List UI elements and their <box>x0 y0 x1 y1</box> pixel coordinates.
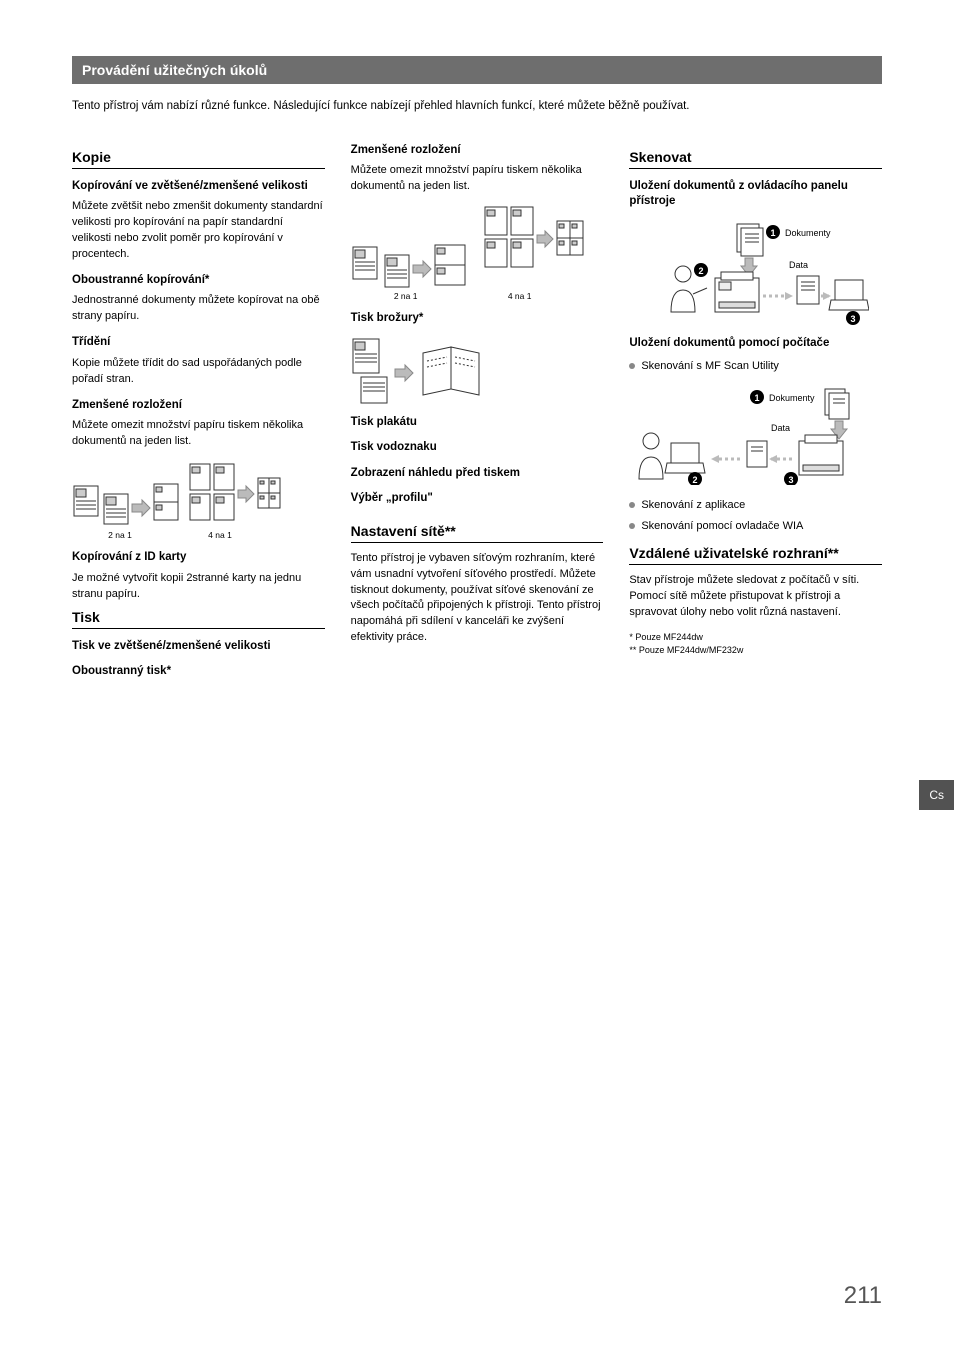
column-1: Kopie Kopírování ve zvětšené/zmenšené ve… <box>72 143 325 685</box>
footnote-1: * Pouze MF244dw <box>629 631 882 644</box>
caption-4na1-col2: 4 na 1 <box>465 291 575 301</box>
svg-text:2: 2 <box>693 475 698 485</box>
idkarty-body: Je možné vytvořit kopii 2stranné karty n… <box>72 571 325 603</box>
ulozeni-panel-title: Uložení dokumentů z ovládacího panelu př… <box>629 179 882 210</box>
bullet-wia: Skenování pomocí ovladače WIA <box>629 516 882 537</box>
content-columns: Kopie Kopírování ve zvětšené/zmenšené ve… <box>72 143 882 685</box>
oboustranne-body: Jednostranné dokumenty můžete kopírovat … <box>72 293 325 325</box>
tisk-brozury-title: Tisk brožury* <box>351 311 604 327</box>
section-header-bar: Provádění užitečných úkolů <box>72 56 882 84</box>
data-label-2: Data <box>771 423 790 433</box>
column-2: Zmenšené rozložení Můžete omezit množstv… <box>351 143 604 685</box>
zmensene-col2-body: Můžete omezit množství papíru tiskem něk… <box>351 163 604 195</box>
svg-text:3: 3 <box>789 475 794 485</box>
svg-text:3: 3 <box>851 314 856 324</box>
scan-pc-diagram: 1 Dokumenty Data 2 <box>629 385 882 485</box>
booklet-diagram <box>351 333 604 405</box>
zmensene-col1-title: Zmenšené rozložení <box>72 398 325 414</box>
vyber-profilu-title: Výběr „profilu" <box>351 491 604 507</box>
zmensene-col1-body: Můžete omezit množství papíru tiskem něk… <box>72 418 325 450</box>
vzdalene-title: Vzdálené uživatelské rozhraní** <box>629 545 882 565</box>
footnote-2: ** Pouze MF244dw/MF232w <box>629 644 882 657</box>
trideni-body: Kopie můžete třídit do sad uspořádaných … <box>72 356 325 388</box>
tisk-vodoznaku-title: Tisk vodoznaku <box>351 440 604 456</box>
zobrazeni-nahledu-title: Zobrazení náhledu před tiskem <box>351 466 604 482</box>
dokumenty-label-1: Dokumenty <box>785 228 831 238</box>
skenovat-title: Skenovat <box>629 149 882 169</box>
tisk-zvetsene-title: Tisk ve zvětšené/zmenšené velikosti <box>72 639 325 655</box>
oboustranny-tisk-title: Oboustranný tisk* <box>72 664 325 680</box>
svg-text:2: 2 <box>699 266 704 276</box>
svg-text:1: 1 <box>755 393 760 403</box>
dokumenty-label-2: Dokumenty <box>769 393 815 403</box>
oboustranne-title: Oboustranné kopírování* <box>72 273 325 289</box>
kopirovani-zvetsene-body: Můžete zvětšit nebo zmenšit dokumenty st… <box>72 199 325 263</box>
layout-diagram-col2: 2 na 1 4 na 1 <box>351 201 604 301</box>
page-number: 211 <box>844 1282 882 1310</box>
kopie-title: Kopie <box>72 149 325 169</box>
bullet-mfscan: Skenování s MF Scan Utility <box>629 356 882 377</box>
language-tab: Cs <box>919 780 954 810</box>
intro-text: Tento přístroj vám nabízí různé funkce. … <box>72 98 882 115</box>
caption-4na1-col1: 4 na 1 <box>172 530 268 540</box>
svg-text:1: 1 <box>771 228 776 238</box>
nastaveni-title: Nastavení sítě** <box>351 523 604 543</box>
bullet-aplikace: Skenování z aplikace <box>629 495 882 516</box>
zmensene-col2-title: Zmenšené rozložení <box>351 143 604 159</box>
tisk-plakatu-title: Tisk plakátu <box>351 415 604 431</box>
ulozeni-pc-title: Uložení dokumentů pomocí počítače <box>629 336 882 352</box>
caption-2na1-col1: 2 na 1 <box>72 530 168 540</box>
column-3: Skenovat Uložení dokumentů z ovládacího … <box>629 143 882 685</box>
kopirovani-zvetsene-title: Kopírování ve zvětšené/zmenšené velikost… <box>72 179 325 195</box>
nastaveni-body: Tento přístroj je vybaven síťovým rozhra… <box>351 551 604 647</box>
scan-panel-diagram: 1 Dokumenty Data 2 <box>629 216 882 326</box>
data-label-1: Data <box>789 260 808 270</box>
vzdalene-body: Stav přístroje můžete sledovat z počítač… <box>629 573 882 621</box>
tisk-title: Tisk <box>72 609 325 629</box>
caption-2na1-col2: 2 na 1 <box>351 291 461 301</box>
layout-diagram-col1: 2 na 1 4 na 1 <box>72 456 325 540</box>
idkarty-title: Kopírování z ID karty <box>72 550 325 566</box>
trideni-title: Třídění <box>72 335 325 351</box>
